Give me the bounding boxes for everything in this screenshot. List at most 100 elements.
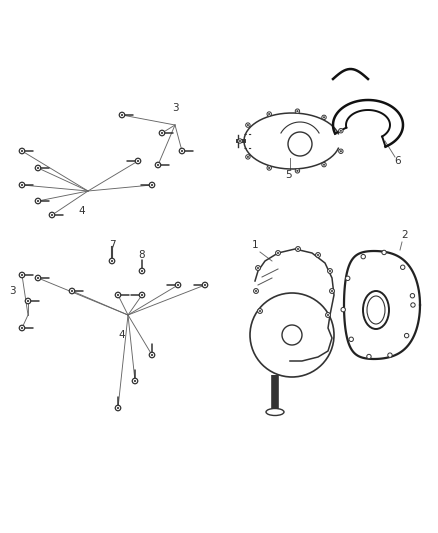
Text: 2: 2 xyxy=(402,230,408,240)
Text: 7: 7 xyxy=(109,240,115,250)
Circle shape xyxy=(316,253,321,257)
Text: 4: 4 xyxy=(119,330,125,340)
Text: 3: 3 xyxy=(172,103,178,113)
Circle shape xyxy=(238,139,242,143)
Circle shape xyxy=(339,128,343,133)
Circle shape xyxy=(246,155,250,159)
Circle shape xyxy=(134,380,136,382)
Circle shape xyxy=(254,288,258,293)
Circle shape xyxy=(179,148,185,154)
Circle shape xyxy=(247,156,249,158)
Circle shape xyxy=(111,260,113,262)
Circle shape xyxy=(157,164,159,166)
Circle shape xyxy=(139,268,145,274)
Ellipse shape xyxy=(266,408,284,416)
Circle shape xyxy=(268,113,270,115)
Circle shape xyxy=(159,130,165,136)
Circle shape xyxy=(277,252,279,254)
Circle shape xyxy=(25,298,31,304)
Circle shape xyxy=(181,150,183,152)
Circle shape xyxy=(346,276,350,280)
Circle shape xyxy=(35,275,41,281)
Circle shape xyxy=(141,294,143,296)
Circle shape xyxy=(276,251,280,255)
Text: 8: 8 xyxy=(139,250,145,260)
Circle shape xyxy=(325,312,330,317)
Circle shape xyxy=(404,334,409,338)
Circle shape xyxy=(35,198,41,204)
Circle shape xyxy=(297,170,298,172)
Circle shape xyxy=(400,265,405,270)
Circle shape xyxy=(49,212,55,218)
Circle shape xyxy=(322,115,326,119)
Circle shape xyxy=(349,337,353,342)
Circle shape xyxy=(340,150,342,152)
Text: 3: 3 xyxy=(9,286,15,296)
Text: 4: 4 xyxy=(79,206,85,216)
Circle shape xyxy=(258,309,262,313)
Circle shape xyxy=(361,254,365,259)
Circle shape xyxy=(149,182,155,188)
Circle shape xyxy=(268,167,270,169)
Circle shape xyxy=(21,274,23,276)
Circle shape xyxy=(297,248,299,250)
Circle shape xyxy=(21,184,23,186)
Circle shape xyxy=(267,112,272,116)
Circle shape xyxy=(331,290,333,292)
Circle shape xyxy=(257,267,259,269)
Circle shape xyxy=(177,284,179,286)
Circle shape xyxy=(339,149,343,154)
Circle shape xyxy=(19,182,25,188)
Circle shape xyxy=(51,214,53,216)
Text: 6: 6 xyxy=(395,156,401,166)
Circle shape xyxy=(115,405,121,411)
Circle shape xyxy=(296,247,300,252)
Circle shape xyxy=(323,164,325,165)
Circle shape xyxy=(256,265,261,270)
Circle shape xyxy=(340,130,342,132)
Circle shape xyxy=(35,165,41,171)
Circle shape xyxy=(317,254,319,256)
Circle shape xyxy=(37,277,39,279)
Circle shape xyxy=(330,288,334,293)
Circle shape xyxy=(328,269,332,273)
Circle shape xyxy=(295,109,300,114)
Circle shape xyxy=(21,150,23,152)
Circle shape xyxy=(388,353,392,357)
Circle shape xyxy=(19,325,25,331)
Circle shape xyxy=(19,272,25,278)
Circle shape xyxy=(121,114,123,116)
Circle shape xyxy=(155,162,161,168)
Circle shape xyxy=(137,160,139,162)
Circle shape xyxy=(69,288,75,294)
Circle shape xyxy=(411,303,415,307)
Text: 5: 5 xyxy=(285,170,291,180)
Circle shape xyxy=(246,123,250,127)
Circle shape xyxy=(204,284,206,286)
Circle shape xyxy=(322,163,326,167)
Circle shape xyxy=(117,407,119,409)
Circle shape xyxy=(367,354,371,359)
Circle shape xyxy=(329,270,331,272)
Circle shape xyxy=(161,132,163,134)
Circle shape xyxy=(139,292,145,298)
Circle shape xyxy=(341,308,346,312)
Circle shape xyxy=(141,270,143,272)
Circle shape xyxy=(37,200,39,202)
Text: 1: 1 xyxy=(252,240,258,250)
Circle shape xyxy=(327,314,329,316)
Circle shape xyxy=(27,300,29,302)
Circle shape xyxy=(119,112,125,118)
Circle shape xyxy=(267,166,272,170)
Circle shape xyxy=(247,124,249,126)
Circle shape xyxy=(37,167,39,169)
Circle shape xyxy=(135,158,141,164)
Circle shape xyxy=(410,294,415,298)
Circle shape xyxy=(297,110,298,112)
Circle shape xyxy=(382,251,386,255)
Circle shape xyxy=(151,184,153,186)
Circle shape xyxy=(239,140,241,142)
Circle shape xyxy=(109,259,115,264)
Circle shape xyxy=(149,352,155,358)
Circle shape xyxy=(202,282,208,288)
